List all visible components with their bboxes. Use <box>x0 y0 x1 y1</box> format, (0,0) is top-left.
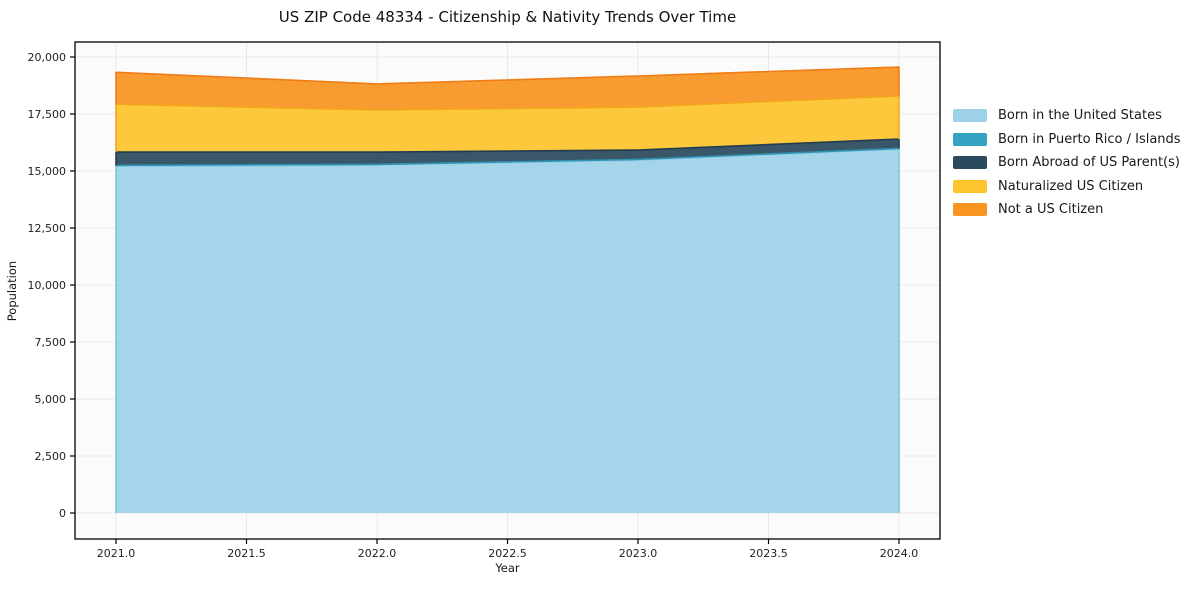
area-naturalized-us-citizen <box>116 95 899 153</box>
x-tick-label: 2022.0 <box>358 547 397 560</box>
area-edge <box>115 147 900 167</box>
legend-swatch <box>953 132 987 146</box>
x-axis-label: Year <box>495 561 520 575</box>
area-edge <box>115 66 900 105</box>
legend-label: Born in Puerto Rico / Islands <box>998 131 1181 147</box>
y-tick-label: 5,000 <box>35 393 67 406</box>
y-tick-label: 10,000 <box>28 279 67 292</box>
legend-item: Born in Puerto Rico / Islands <box>953 128 1181 152</box>
area-not-a-us-citizen <box>116 67 899 111</box>
y-tick-label: 20,000 <box>28 51 67 64</box>
legend-label: Born in the United States <box>998 108 1162 124</box>
legend-item: Born Abroad of US Parent(s) <box>953 151 1181 175</box>
y-tick-label: 12,500 <box>28 222 67 235</box>
area-edge <box>115 138 900 166</box>
x-tick-label: 2023.5 <box>749 547 788 560</box>
chart-title: US ZIP Code 48334 - Citizenship & Nativi… <box>278 8 737 26</box>
legend: Born in the United States Born in Puerto … <box>953 104 1181 222</box>
x-tick-label: 2023.0 <box>619 547 658 560</box>
legend-item: Not a US Citizen <box>953 198 1181 222</box>
legend-swatch <box>953 156 987 170</box>
area-edge <box>115 95 900 153</box>
y-tick-label: 2,500 <box>35 450 67 463</box>
area-born-in-the-united-states <box>116 148 899 514</box>
x-tick-label: 2021.5 <box>227 547 266 560</box>
x-tick-label: 2021.0 <box>97 547 136 560</box>
legend-swatch <box>953 203 987 217</box>
legend-swatch <box>953 179 987 193</box>
y-tick-label: 7,500 <box>35 336 67 349</box>
legend-label: Naturalized US Citizen <box>998 178 1144 194</box>
y-tick-label: 17,500 <box>28 108 67 121</box>
legend-item: Naturalized US Citizen <box>953 175 1181 199</box>
y-axis-label: Population <box>5 260 19 322</box>
legend-label: Not a US Citizen <box>998 202 1104 218</box>
legend-item: Born in the United States <box>953 104 1181 128</box>
y-tick-label: 15,000 <box>28 165 67 178</box>
legend-swatch <box>953 109 987 123</box>
legend-label: Born Abroad of US Parent(s) <box>998 155 1180 171</box>
area-born-abroad-of-us-parent-s- <box>116 139 899 166</box>
x-tick-label: 2022.5 <box>488 547 527 560</box>
y-tick-label: 0 <box>59 507 66 520</box>
x-tick-label: 2024.0 <box>880 547 919 560</box>
